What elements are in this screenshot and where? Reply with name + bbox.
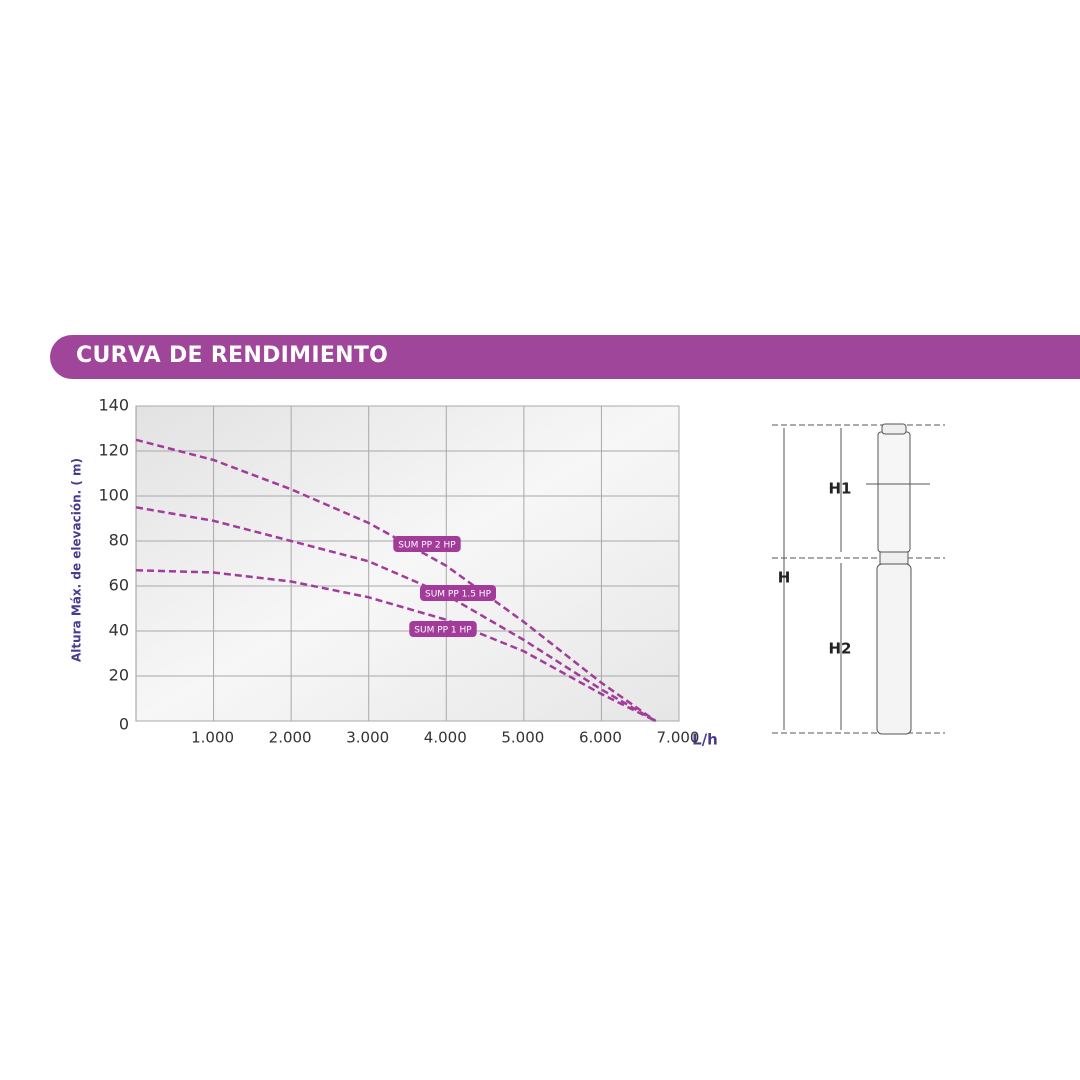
y-tick-label: 20 [109,666,129,685]
plot-area [135,405,680,722]
y-tick-label: 80 [109,531,129,550]
x-tick-label: 1.000 [191,729,234,747]
dimension-label: H1 [829,480,852,498]
x-tick-label: 5.000 [501,729,544,747]
series-label: SUM PP 1.5 HP [419,585,497,601]
series-label: SUM PP 2 HP [393,536,461,552]
x-tick-label: 7.000 [657,729,700,747]
y-tick-label: 60 [109,576,129,595]
x-tick-label: 2.000 [269,729,312,747]
x-axis-label: L/h [692,731,718,749]
y-axis-label: Altura Máx. de elevación. ( m) [70,458,84,662]
y-tick-label: 120 [98,441,129,460]
y-tick-label: 0 [119,715,129,734]
pump-diagram [772,423,945,735]
x-tick-label: 6.000 [579,729,622,747]
series-line [135,506,657,723]
series-label-box [393,536,461,552]
series-label: SUM PP 1 HP [409,621,477,637]
y-tick-label: 140 [98,396,129,415]
series-label-text: SUM PP 1.5 HP [425,590,492,600]
x-tick-label: 3.000 [346,729,389,747]
series-label-box [419,585,497,601]
series-label-box [409,621,477,637]
series-label-text: SUM PP 2 HP [398,541,456,551]
grid [136,405,680,722]
y-tick-label: 40 [109,621,129,640]
dimension-label: H2 [829,640,852,658]
series-line [135,569,657,723]
section-banner: CURVA DE RENDIMIENTO [50,335,1080,379]
y-tick-label: 100 [98,486,129,505]
section-title: CURVA DE RENDIMIENTO [76,343,389,368]
series-label-text: SUM PP 1 HP [414,626,472,636]
dimension-label: H [778,569,791,587]
x-tick-label: 4.000 [424,729,467,747]
